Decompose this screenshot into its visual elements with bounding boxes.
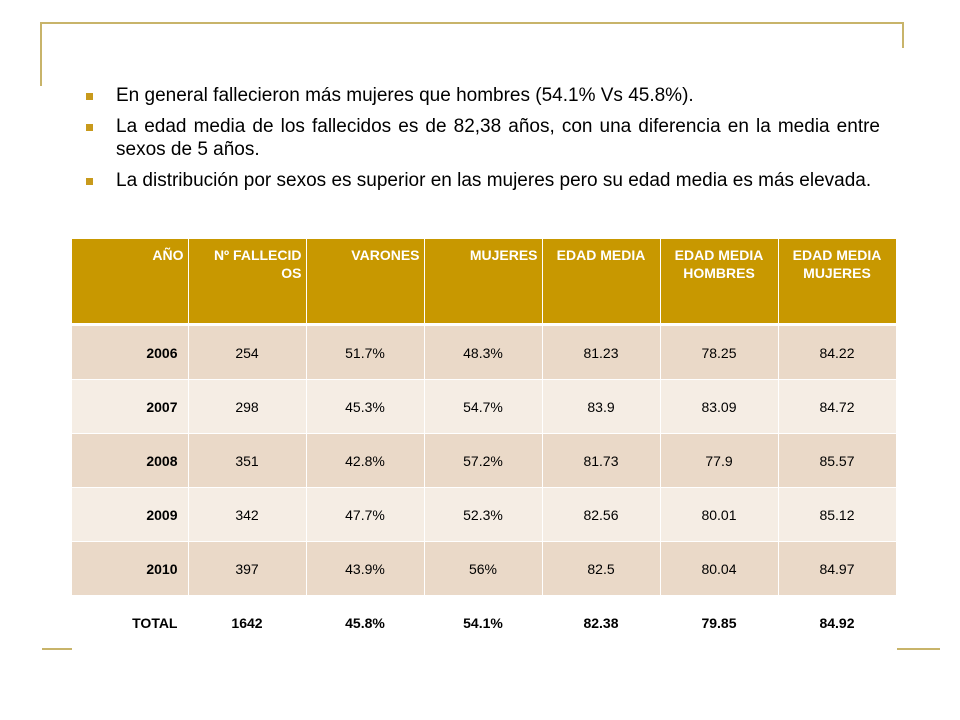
cell-mean-age: 81.23 — [542, 324, 661, 380]
cell-year: 2009 — [72, 487, 189, 542]
bullet-text: La edad media de los fallecidos es de 82… — [116, 116, 880, 160]
header-men: VARONES — [306, 239, 425, 326]
bullet-list: En general fallecieron más mujeres que h… — [84, 84, 880, 200]
cell-year: 2007 — [72, 379, 189, 434]
cell-men: 47.7% — [306, 487, 425, 542]
cell-mean-age: 83.9 — [542, 379, 661, 434]
cell-mean-age-women: 84.72 — [778, 379, 897, 434]
cell-total-men: 45.8% — [306, 595, 425, 650]
cell-women: 48.3% — [424, 324, 543, 380]
cell-mean-age: 81.73 — [542, 433, 661, 488]
cell-total-mean-age-women: 84.92 — [778, 595, 897, 650]
cell-mean-age-men: 80.01 — [660, 487, 779, 542]
frame-right-line — [902, 22, 904, 48]
cell-mean-age-men: 80.04 — [660, 541, 779, 596]
table-row: 2007 298 45.3% 54.7% 83.9 83.09 84.72 — [72, 379, 897, 434]
cell-mean-age-women: 85.12 — [778, 487, 897, 542]
frame-top-line — [40, 22, 904, 24]
cell-year: 2010 — [72, 541, 189, 596]
table-header-row: AÑO Nº FALLECID OS VARONES MUJERES EDAD … — [72, 239, 897, 326]
cell-total-mean-age: 82.38 — [542, 595, 661, 650]
cell-mean-age-women: 84.22 — [778, 324, 897, 380]
table-row: 2006 254 51.7% 48.3% 81.23 78.25 84.22 — [72, 324, 897, 380]
header-mean-age-men: EDAD MEDIA HOMBRES — [660, 239, 779, 326]
cell-year: 2006 — [72, 324, 189, 380]
square-bullet-icon — [86, 178, 93, 185]
header-mean-age: EDAD MEDIA — [542, 239, 661, 326]
cell-women: 57.2% — [424, 433, 543, 488]
table-row: 2010 397 43.9% 56% 82.5 80.04 84.97 — [72, 541, 897, 596]
bullet-text: La distribución por sexos es superior en… — [116, 170, 872, 191]
cell-men: 42.8% — [306, 433, 425, 488]
cell-year: 2008 — [72, 433, 189, 488]
cell-mean-age-women: 84.97 — [778, 541, 897, 596]
cell-mean-age: 82.5 — [542, 541, 661, 596]
cell-deaths: 351 — [188, 433, 307, 488]
cell-deaths: 342 — [188, 487, 307, 542]
bullet-item: En general fallecieron más mujeres que h… — [84, 84, 880, 107]
table-row: 2009 342 47.7% 52.3% 82.56 80.01 85.12 — [72, 487, 897, 542]
header-year: AÑO — [72, 239, 189, 326]
table-total-row: TOTAL 1642 45.8% 54.1% 82.38 79.85 84.92 — [72, 595, 897, 650]
cell-women: 52.3% — [424, 487, 543, 542]
header-women: MUJERES — [424, 239, 543, 326]
cell-women: 56% — [424, 541, 543, 596]
cell-men: 43.9% — [306, 541, 425, 596]
cell-deaths: 298 — [188, 379, 307, 434]
header-deaths: Nº FALLECID OS — [188, 239, 307, 326]
cell-mean-age-men: 83.09 — [660, 379, 779, 434]
square-bullet-icon — [86, 93, 93, 100]
cell-total-mean-age-men: 79.85 — [660, 595, 779, 650]
cell-total-deaths: 1642 — [188, 595, 307, 650]
bullet-item: La edad media de los fallecidos es de 82… — [84, 115, 880, 161]
header-mean-age-women: EDAD MEDIA MUJERES — [778, 239, 897, 326]
table-row: 2008 351 42.8% 57.2% 81.73 77.9 85.57 — [72, 433, 897, 488]
cell-men: 51.7% — [306, 324, 425, 380]
cell-mean-age-men: 78.25 — [660, 324, 779, 380]
cell-men: 45.3% — [306, 379, 425, 434]
cell-total-label: TOTAL — [72, 595, 189, 650]
bullet-item: La distribución por sexos es superior en… — [84, 169, 880, 192]
cell-deaths: 397 — [188, 541, 307, 596]
cell-mean-age-men: 77.9 — [660, 433, 779, 488]
cell-mean-age: 82.56 — [542, 487, 661, 542]
cell-deaths: 254 — [188, 324, 307, 380]
frame-left-line — [40, 22, 42, 86]
cell-total-women: 54.1% — [424, 595, 543, 650]
mortality-table: AÑO Nº FALLECID OS VARONES MUJERES EDAD … — [72, 239, 897, 650]
square-bullet-icon — [86, 124, 93, 131]
cell-women: 54.7% — [424, 379, 543, 434]
bullet-text: En general fallecieron más mujeres que h… — [116, 85, 694, 106]
cell-mean-age-women: 85.57 — [778, 433, 897, 488]
